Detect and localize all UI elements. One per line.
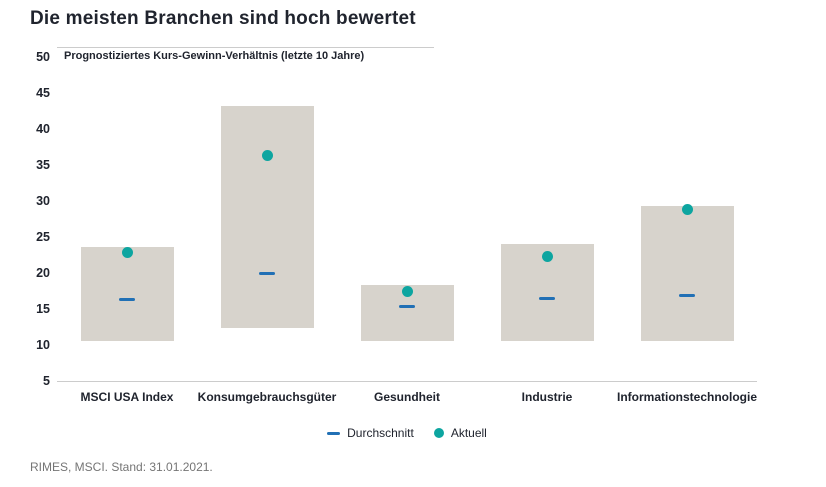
y-axis-tick: 50 [36,50,50,64]
x-axis-category-label: Gesundheit [373,390,440,404]
durchschnitt-dash-icon [327,431,341,435]
legend: Durchschnitt Aktuell [57,426,757,440]
legend-item-aktuell: Aktuell [433,426,487,440]
aktuell-marker [541,250,553,262]
source-note: RIMES, MSCI. Stand: 31.01.2021. [30,460,213,474]
chart-top-rule [57,47,434,48]
range-bar [80,247,174,342]
durchschnitt-marker [679,293,695,297]
y-axis-tick: 30 [36,194,50,208]
durchschnitt-marker [399,304,415,308]
aktuell-marker [261,150,273,162]
y-axis: 50 45 40 35 30 25 20 15 10 5 [20,50,50,388]
aktuell-marker [681,204,693,216]
y-axis-tick: 10 [36,338,50,352]
range-bar [640,206,734,342]
aktuell-dot-icon [433,428,444,438]
x-axis-category-label: MSCI USA Index [80,390,174,404]
y-axis-tick: 15 [36,302,50,316]
aktuell-marker [121,247,133,259]
y-axis-tick: 45 [36,86,50,100]
y-axis-tick: 25 [36,230,50,244]
durchschnitt-marker [119,298,135,302]
legend-aktuell-label: Aktuell [450,426,487,440]
y-axis-tick: 40 [36,122,50,136]
x-axis-category-label: Konsumgebrauchsgüter [197,390,337,404]
x-axis-labels: MSCI USA Index Konsumgebrauchsgüter Gesund… [57,390,757,408]
plot-area [57,57,757,382]
y-axis-tick: 5 [43,374,50,388]
page-title: Die meisten Branchen sind hoch bewertet [30,8,416,29]
y-axis-tick: 20 [36,266,50,280]
x-axis-category-label: Industrie [521,390,573,404]
x-axis-category-label: Informationstechnologie [616,390,757,404]
legend-durchschnitt-label: Durchschnitt [347,426,414,440]
durchschnitt-marker [259,271,275,275]
chart-subtitle: Prognostiziertes Kurs-Gewinn-Verhältnis … [64,50,365,62]
y-axis-tick: 35 [36,158,50,172]
range-bar [220,105,314,328]
durchschnitt-marker [539,296,555,300]
aktuell-marker [401,286,413,298]
legend-item-durchschnitt: Durchschnitt [327,426,414,440]
